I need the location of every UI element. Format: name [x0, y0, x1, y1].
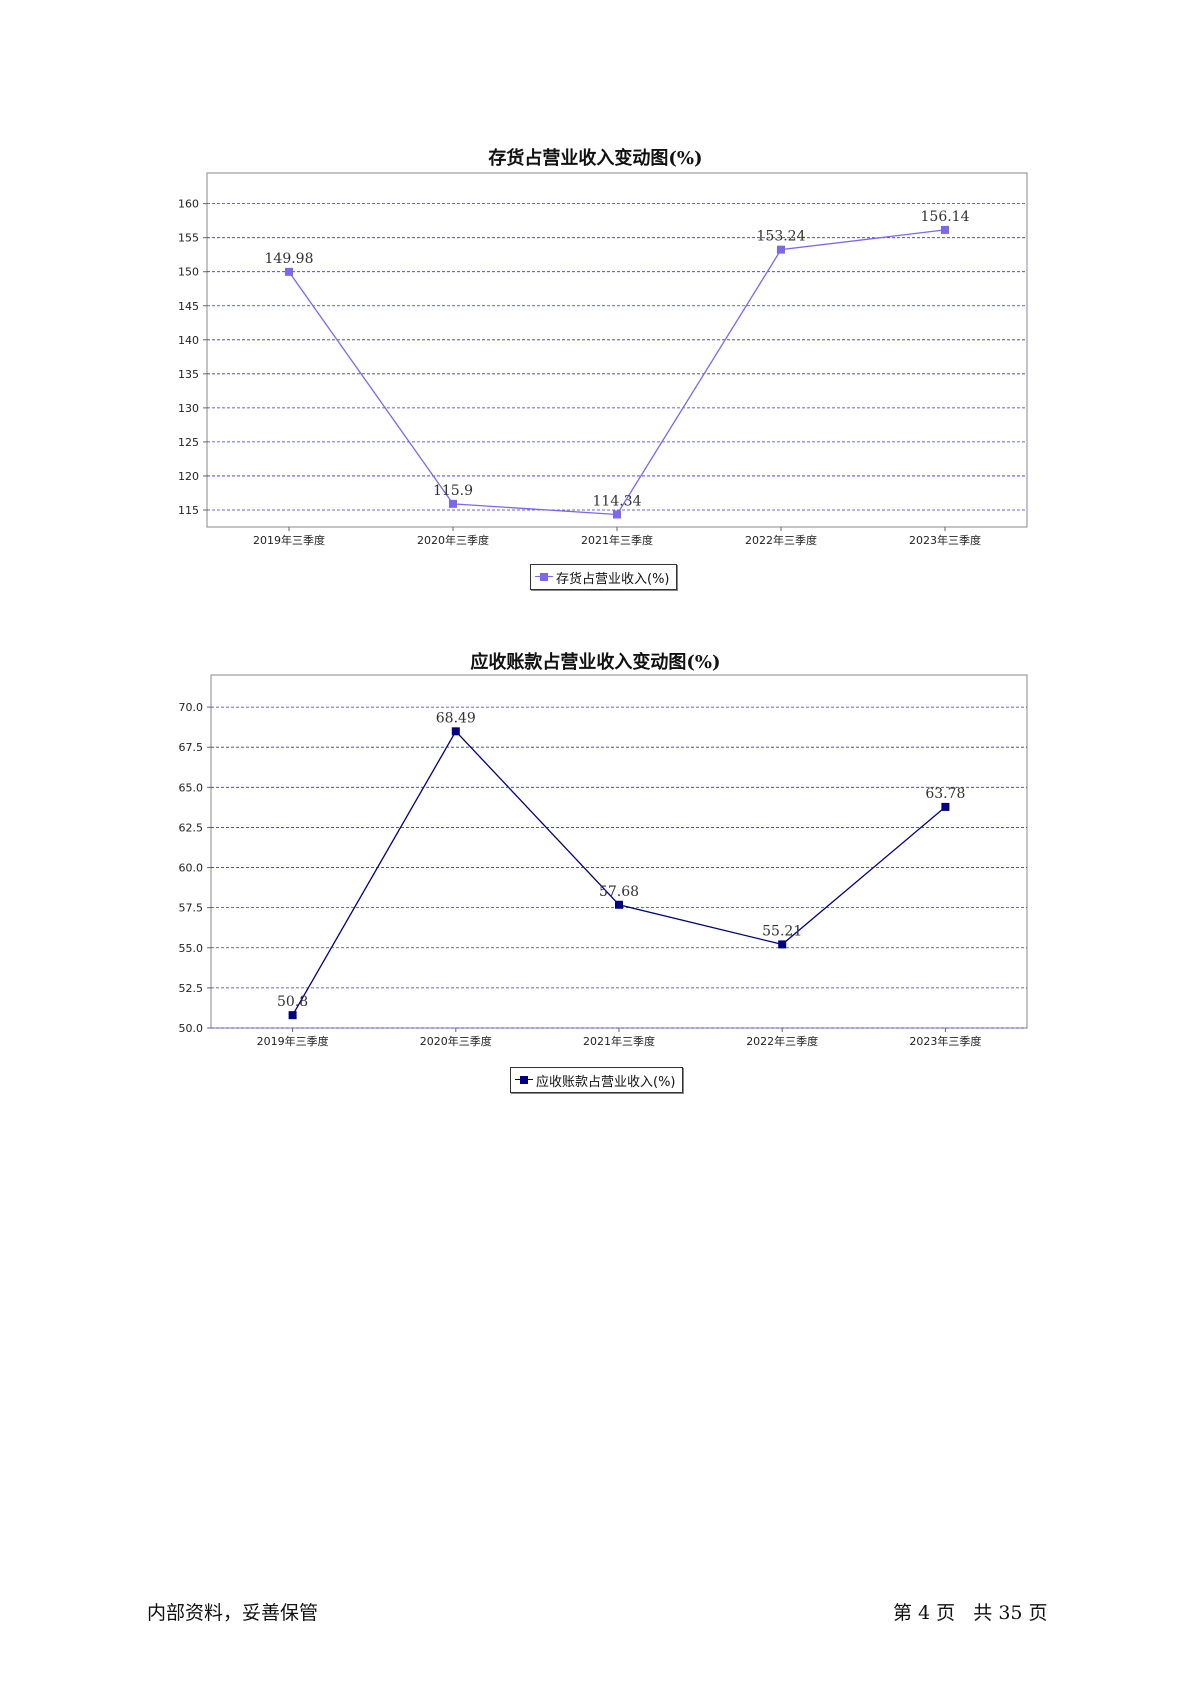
chart-2-ytick-label: 55.0 — [179, 942, 204, 955]
chart-1-data-point — [285, 267, 293, 276]
chart-1-data-label: 115.9 — [433, 483, 473, 499]
chart-1-ytick-label: 135 — [178, 368, 199, 381]
chart-2-ytick-label: 67.5 — [179, 741, 204, 754]
chart-1-xtick-label: 2020年三季度 — [417, 533, 489, 547]
chart-2-xtick-label: 2023年三季度 — [909, 1034, 981, 1048]
chart-2-ytick-label: 70.0 — [179, 701, 204, 714]
chart-1-xtick-label: 2022年三季度 — [745, 533, 817, 547]
chart-2-data-label: 57.68 — [599, 884, 639, 900]
chart-2-data-label: 63.78 — [925, 786, 965, 802]
chart-2-data-point — [288, 1011, 297, 1020]
chart-1-ytick-label: 115 — [178, 504, 199, 517]
chart-1-data-label: 114.34 — [593, 493, 642, 509]
chart-2-ytick-label: 60.0 — [179, 862, 204, 875]
chart-1-ytick-label: 150 — [178, 266, 199, 279]
chart-2-xtick-label: 2022年三季度 — [746, 1034, 818, 1048]
chart-1-xtick-label: 2019年三季度 — [253, 533, 325, 547]
chart-1-data-label: 156.14 — [921, 209, 970, 225]
chart-2-data-point — [615, 900, 623, 909]
chart-2-data-label: 50.8 — [277, 994, 308, 1010]
chart-2-receivables-ratio: 50.0 52.5 55.0 57.5 60.0 62.5 65.0 67.5 70.0 2019… — [179, 674, 1028, 1048]
chart-2-data-point — [778, 940, 787, 949]
chart-2-legend: 应收账款占营业收入(%) — [510, 1067, 683, 1093]
chart-1-ytick-label: 160 — [178, 198, 199, 211]
chart-1-ytick-label: 120 — [178, 470, 199, 483]
chart-2-plot-area — [210, 674, 1028, 1029]
chart-1-data-point — [777, 245, 785, 254]
chart-2-ytick-label: 50.0 — [179, 1022, 204, 1035]
chart-2-ytick-label: 57.5 — [179, 902, 204, 915]
chart-1-inventory-ratio: 115 120 125 130 135 140 145 150 155 160 2019年三季度 20… — [178, 172, 1028, 547]
chart-2-xtick-label: 2019年三季度 — [257, 1034, 329, 1048]
chart-2-data-point — [451, 727, 460, 736]
legend-marker-icon — [515, 1074, 533, 1086]
footer-left-note: 内部资料，妥善保管 — [147, 1602, 319, 1624]
chart-1-data-label: 149.98 — [265, 251, 314, 267]
chart-1-ytick-label: 125 — [178, 436, 199, 449]
chart-2-legend-label: 应收账款占营业收入(%) — [536, 1074, 676, 1090]
chart-1-legend-label: 存货占营业收入(%) — [556, 571, 670, 587]
chart-2-xtick-label: 2020年三季度 — [420, 1034, 492, 1048]
chart-1-data-point — [941, 225, 949, 234]
chart-2-data-label: 68.49 — [436, 710, 476, 726]
chart-2-data-label: 55.21 — [762, 923, 802, 939]
chart-1-data-label: 153.24 — [757, 229, 806, 245]
chart-1-ytick-label: 140 — [178, 334, 199, 347]
footer-page-number: 第 4 页 共 35 页 — [893, 1602, 1048, 1624]
chart-1-legend: 存货占营业收入(%) — [530, 564, 677, 590]
legend-marker-icon — [535, 571, 553, 583]
chart-1-ytick-label: 130 — [178, 402, 199, 415]
chart-2-ytick-label: 65.0 — [179, 781, 204, 794]
chart-1-title: 存货占营业收入变动图(%) — [488, 148, 703, 169]
chart-2-data-point — [941, 802, 950, 811]
chart-1-data-point — [613, 510, 621, 519]
chart-2-title: 应收账款占营业收入变动图(%) — [470, 652, 721, 673]
chart-1-ytick-label: 145 — [178, 300, 199, 313]
chart-1-ytick-label: 155 — [178, 232, 199, 245]
chart-2-ytick-label: 62.5 — [179, 821, 204, 834]
chart-2-xtick-label: 2021年三季度 — [583, 1034, 655, 1048]
chart-1-xtick-label: 2023年三季度 — [909, 533, 981, 547]
chart-2-ytick-label: 52.5 — [179, 982, 204, 995]
chart-1-data-point — [449, 499, 457, 508]
chart-1-xtick-label: 2021年三季度 — [581, 533, 653, 547]
